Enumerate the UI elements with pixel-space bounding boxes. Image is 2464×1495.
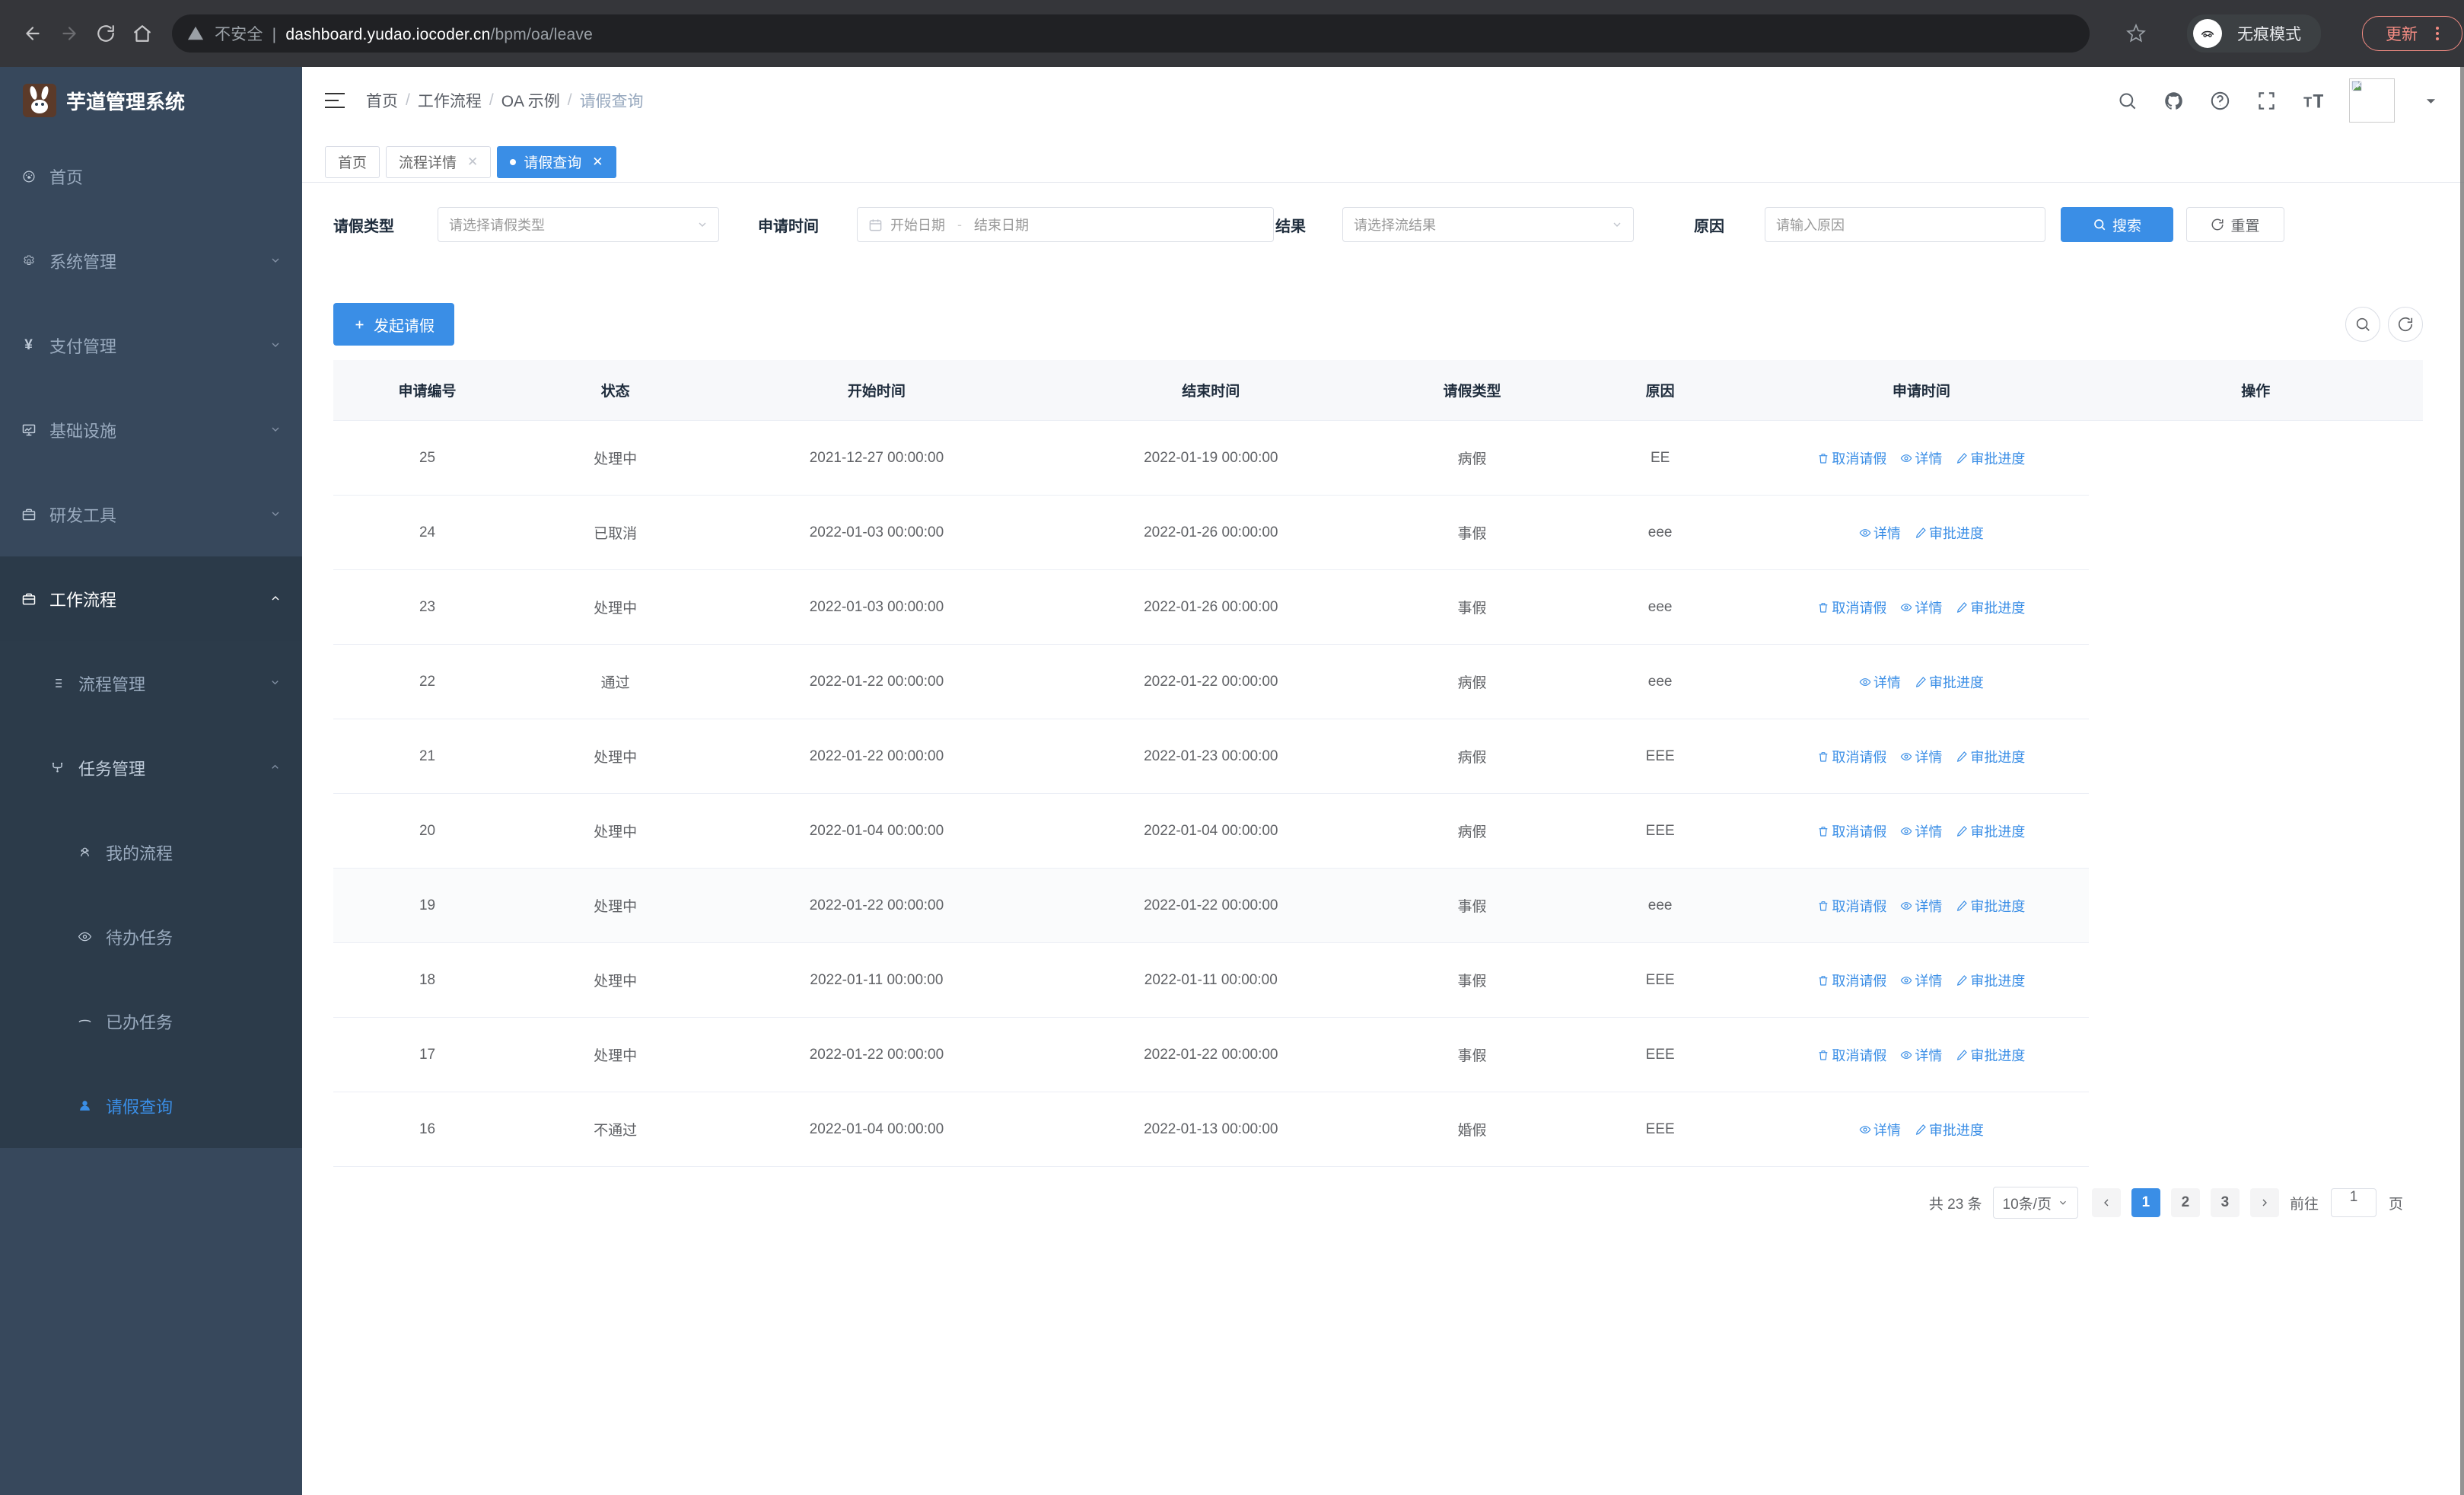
svg-text:T: T <box>2313 91 2324 111</box>
svg-text:T: T <box>2303 94 2312 110</box>
